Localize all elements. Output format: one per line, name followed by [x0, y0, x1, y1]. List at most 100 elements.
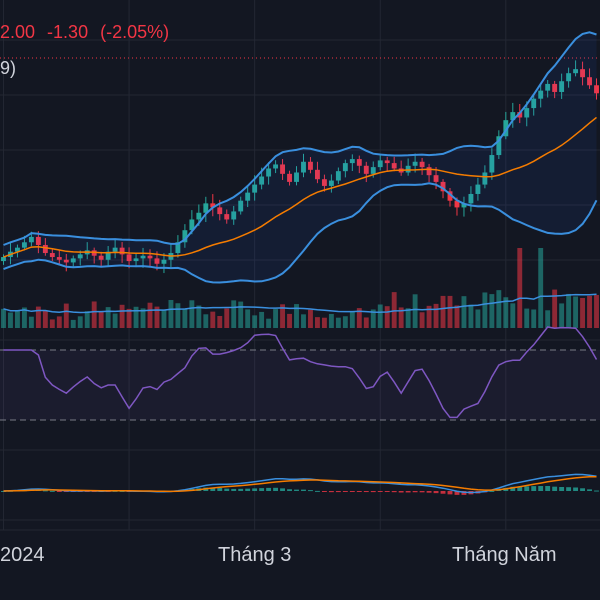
volume-bar	[301, 314, 306, 328]
volume-bar	[126, 308, 132, 328]
candle-body	[566, 73, 572, 82]
volume-bar	[315, 317, 320, 328]
candle-body	[238, 200, 244, 212]
macd-histogram-bar	[238, 488, 244, 491]
candle-body	[475, 184, 481, 194]
candle-body	[133, 258, 139, 262]
rsi-line	[3, 326, 598, 419]
volume-bar	[105, 307, 111, 328]
volume-bar	[91, 301, 97, 328]
volume-bar	[517, 248, 523, 328]
candle-body	[126, 254, 132, 262]
macd-histogram-bar	[566, 487, 572, 491]
candle-body	[259, 176, 265, 185]
macd-histogram-bar	[266, 487, 272, 491]
volume-bar	[280, 304, 285, 328]
change-percent: (-2.05%)	[100, 22, 170, 42]
macd-histogram-bar	[440, 491, 446, 494]
macd-histogram-bar	[252, 488, 258, 491]
macd-histogram-bar	[349, 491, 355, 492]
candle-body	[245, 192, 251, 201]
candle-body	[531, 98, 537, 109]
macd-histogram-bar	[524, 486, 530, 491]
macd-histogram-bar	[454, 491, 460, 495]
volume-bar	[42, 310, 48, 328]
macd-histogram-bar	[273, 487, 279, 491]
candle-body	[517, 112, 523, 118]
macd-histogram-bar	[552, 486, 558, 491]
volume-bar	[1, 308, 6, 328]
volume-bar	[545, 310, 551, 328]
volume-bar	[482, 292, 488, 328]
volume-bar	[224, 308, 230, 328]
volume-bar	[294, 304, 299, 328]
volume-bar	[356, 308, 362, 328]
volume-ma-line	[3, 293, 597, 314]
volume-bar	[28, 316, 34, 328]
candle-body	[196, 212, 202, 220]
volume-bar	[84, 311, 90, 328]
volume-bar	[252, 315, 258, 328]
candle-body	[161, 259, 167, 264]
volume-bar	[538, 248, 544, 328]
bollinger-lower-line	[3, 182, 598, 284]
candle-body	[77, 254, 83, 259]
candle-body	[342, 163, 348, 172]
volume-bar	[391, 292, 397, 328]
candle-body	[21, 242, 27, 248]
volume-bar	[210, 311, 216, 328]
macd-histogram-bar	[517, 486, 523, 491]
macd-histogram-bar	[391, 491, 397, 493]
volume-bar	[203, 314, 209, 328]
volume-bar	[531, 309, 537, 328]
volume-bar	[594, 294, 599, 328]
macd-histogram-bar	[405, 491, 411, 493]
rsi-band-fill	[0, 350, 600, 420]
macd-histogram-bar	[342, 491, 348, 492]
volume-bar	[496, 290, 502, 328]
volume-bar	[587, 295, 592, 328]
macd-histogram-bar	[280, 488, 285, 491]
candle-body	[266, 168, 272, 177]
candle-body	[49, 253, 55, 258]
candle-body	[538, 90, 544, 99]
volume-bar	[63, 303, 69, 328]
macd-histogram-bar	[224, 488, 230, 491]
volume-bar	[168, 300, 174, 328]
candle-body	[280, 164, 285, 174]
volume-bar	[70, 319, 76, 328]
macd-histogram-bar	[545, 486, 551, 491]
candle-body	[231, 211, 237, 220]
x-axis-label-thang-nam: Tháng Năm	[452, 544, 557, 566]
volume-bar	[510, 303, 516, 328]
macd-histogram-bar	[419, 491, 425, 493]
volume-bar	[524, 308, 530, 328]
volume-bar	[259, 311, 265, 328]
volume-bar	[147, 302, 153, 328]
volume-bar	[182, 308, 188, 328]
volume-bar	[175, 303, 181, 328]
candle-body	[28, 236, 34, 243]
volume-bar	[461, 296, 467, 328]
macd-histogram-bar	[119, 490, 125, 492]
candle-body	[405, 165, 411, 173]
volume-bar	[133, 306, 139, 328]
candle-body	[573, 69, 579, 74]
volume-bar	[328, 313, 334, 328]
candle-body	[56, 257, 62, 260]
candle-body	[377, 160, 383, 168]
close-value: 2.00	[0, 22, 36, 42]
macd-histogram-bar	[321, 491, 327, 492]
macd-histogram-bar	[363, 491, 369, 493]
volume-bar	[321, 317, 327, 328]
volume-bar	[433, 303, 439, 328]
macd-histogram-bar	[259, 488, 265, 491]
candle-body	[447, 191, 453, 201]
volume-bar	[349, 311, 355, 328]
candle-body	[524, 108, 530, 118]
volume-bar	[566, 293, 572, 328]
candle-body	[468, 193, 474, 204]
candle-body	[294, 172, 299, 182]
